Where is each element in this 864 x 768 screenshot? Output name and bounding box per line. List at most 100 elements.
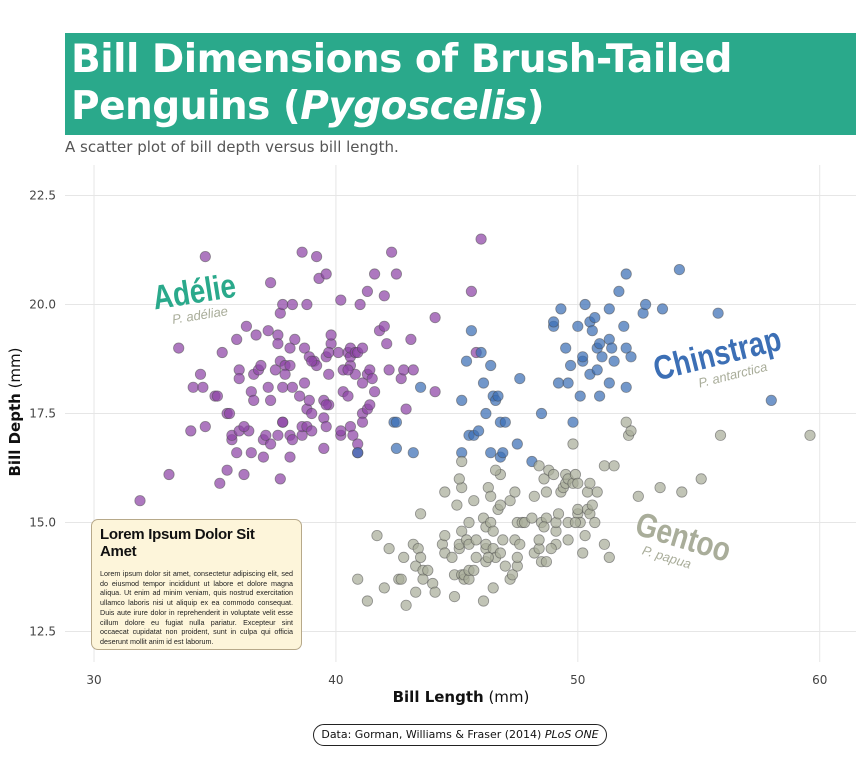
data-point bbox=[306, 355, 318, 367]
data-point bbox=[279, 368, 291, 380]
data-point bbox=[535, 407, 548, 420]
data-point bbox=[439, 486, 451, 498]
data-point bbox=[584, 477, 596, 489]
data-point bbox=[323, 346, 335, 359]
data-point bbox=[238, 420, 250, 433]
data-point bbox=[572, 477, 584, 489]
data-point bbox=[460, 355, 473, 367]
data-source-caption: Data: Gorman, Williams & Fraser (2014) P… bbox=[313, 724, 607, 746]
data-point bbox=[540, 486, 553, 498]
data-point bbox=[173, 342, 185, 354]
data-point bbox=[335, 294, 347, 306]
data-point bbox=[410, 586, 422, 598]
x-tick-label: 30 bbox=[86, 673, 101, 687]
data-point bbox=[277, 381, 289, 393]
data-point bbox=[361, 285, 373, 297]
data-point bbox=[514, 372, 526, 385]
tick-labels: 30 40 50 60 12.5 15.0 17.5 20.0 22.5 bbox=[29, 189, 827, 687]
data-point bbox=[470, 551, 482, 564]
data-point bbox=[398, 364, 410, 376]
data-point bbox=[347, 429, 359, 441]
data-point bbox=[547, 468, 560, 481]
data-point bbox=[567, 438, 579, 450]
data-point bbox=[320, 268, 332, 280]
data-point bbox=[468, 564, 480, 577]
data-point bbox=[499, 560, 511, 572]
data-point bbox=[368, 268, 381, 280]
data-point bbox=[596, 351, 608, 363]
data-point bbox=[223, 407, 236, 420]
data-point bbox=[417, 573, 429, 585]
data-point bbox=[695, 473, 707, 485]
y-axis-title-unit: (mm) bbox=[6, 348, 24, 394]
data-point bbox=[487, 582, 499, 594]
data-point bbox=[564, 359, 577, 372]
data-point bbox=[378, 320, 390, 332]
data-point bbox=[499, 416, 511, 428]
data-point bbox=[497, 534, 509, 546]
data-point bbox=[231, 333, 243, 345]
data-point bbox=[310, 251, 323, 263]
data-point bbox=[579, 298, 591, 311]
data-point bbox=[264, 277, 277, 289]
data-point bbox=[620, 268, 632, 280]
data-point bbox=[187, 381, 199, 393]
caption-text: Data: Gorman, Williams & Fraser (2014) bbox=[321, 728, 545, 741]
data-point bbox=[356, 416, 369, 428]
series-chinstrap bbox=[352, 263, 777, 468]
data-point bbox=[429, 586, 441, 598]
annotation-body: Lorem ipsum dolor sit amet, consectetur … bbox=[100, 569, 293, 646]
data-point bbox=[238, 468, 250, 481]
data-point bbox=[625, 425, 637, 437]
data-point bbox=[509, 486, 521, 498]
data-point bbox=[528, 490, 540, 502]
data-point bbox=[262, 325, 274, 337]
data-point bbox=[475, 346, 487, 359]
data-point bbox=[456, 525, 468, 537]
data-point bbox=[286, 381, 298, 393]
data-point bbox=[472, 425, 485, 437]
data-point bbox=[211, 390, 223, 402]
data-point bbox=[306, 407, 318, 420]
data-point bbox=[591, 486, 603, 498]
data-point bbox=[354, 298, 366, 311]
data-point bbox=[485, 447, 497, 459]
data-point bbox=[272, 338, 284, 350]
data-point bbox=[593, 390, 606, 402]
data-point bbox=[260, 429, 272, 441]
data-point bbox=[586, 325, 598, 337]
data-point bbox=[511, 438, 523, 450]
chart-subtitle: A scatter plot of bill depth versus bill… bbox=[65, 138, 399, 156]
data-point bbox=[400, 599, 412, 611]
data-point bbox=[533, 534, 545, 546]
data-point bbox=[608, 355, 620, 367]
data-point bbox=[569, 516, 582, 529]
data-point bbox=[231, 447, 243, 459]
data-point bbox=[264, 438, 277, 450]
data-point bbox=[400, 403, 412, 415]
data-point bbox=[514, 538, 526, 550]
data-point bbox=[448, 590, 461, 603]
data-point bbox=[603, 303, 615, 315]
data-point bbox=[269, 364, 281, 376]
data-point bbox=[298, 377, 311, 389]
data-point bbox=[562, 534, 574, 546]
data-point bbox=[332, 346, 344, 359]
data-point bbox=[547, 316, 560, 328]
data-point bbox=[264, 394, 277, 406]
data-point bbox=[485, 359, 497, 372]
y-axis-title-bold: Bill Depth bbox=[6, 393, 24, 476]
data-point bbox=[538, 521, 550, 533]
annotation-title: Lorem Ipsum Dolor Sit Amet bbox=[100, 526, 255, 560]
data-point bbox=[477, 377, 490, 389]
data-point bbox=[422, 564, 434, 577]
data-point bbox=[221, 464, 233, 476]
data-point bbox=[395, 573, 407, 585]
y-axis-title: Bill Depth (mm) bbox=[6, 348, 24, 477]
data-point bbox=[485, 490, 497, 502]
data-point bbox=[197, 381, 209, 393]
data-point bbox=[199, 251, 211, 263]
data-point bbox=[497, 447, 509, 459]
data-point bbox=[194, 368, 207, 380]
